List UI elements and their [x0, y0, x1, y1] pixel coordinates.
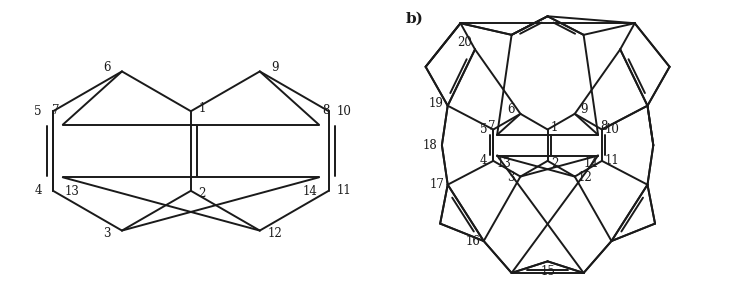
Text: 7: 7: [52, 104, 59, 117]
Text: 13: 13: [64, 185, 79, 198]
Text: 9: 9: [580, 103, 588, 116]
Text: 12: 12: [267, 227, 282, 240]
Text: 4: 4: [480, 154, 487, 167]
Text: 4: 4: [34, 184, 41, 197]
Text: 6: 6: [508, 103, 515, 116]
Text: 5: 5: [480, 123, 487, 136]
Text: 20: 20: [457, 36, 472, 49]
Text: 3: 3: [507, 171, 514, 184]
Text: 13: 13: [497, 157, 511, 170]
Text: 2: 2: [551, 157, 558, 170]
Text: 11: 11: [337, 184, 351, 197]
Text: 19: 19: [428, 97, 443, 110]
Text: 18: 18: [423, 139, 437, 152]
Text: 2: 2: [198, 187, 206, 200]
Text: 8: 8: [600, 120, 608, 133]
Text: 14: 14: [303, 185, 317, 198]
Text: 5: 5: [34, 105, 41, 118]
Text: 17: 17: [430, 178, 445, 191]
Text: b): b): [406, 11, 423, 26]
Text: 6: 6: [103, 60, 111, 73]
Text: 3: 3: [103, 227, 111, 240]
Text: 1: 1: [551, 121, 558, 134]
Text: 16: 16: [465, 235, 481, 248]
Text: 10: 10: [336, 105, 352, 118]
Text: 8: 8: [323, 104, 329, 117]
Text: 14: 14: [584, 157, 599, 170]
Text: 15: 15: [540, 265, 555, 278]
Text: 9: 9: [271, 60, 278, 73]
Text: 10: 10: [605, 123, 619, 136]
Text: 11: 11: [605, 154, 619, 167]
Text: 7: 7: [488, 120, 495, 133]
Text: 1: 1: [198, 102, 206, 115]
Text: 12: 12: [577, 171, 592, 184]
